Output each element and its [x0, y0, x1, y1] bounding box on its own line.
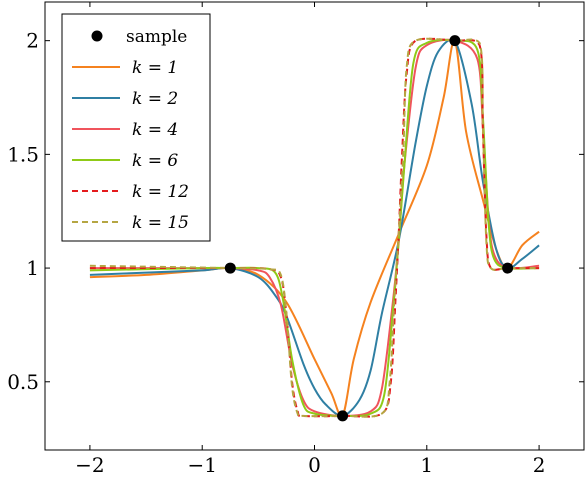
- plot-frame: [44, 1, 585, 451]
- series-line-4: [89, 37, 540, 418]
- sample-point: [337, 410, 349, 422]
- legend-label: sample: [126, 27, 187, 47]
- tick-labels: −2 −1 0 1 2 0.5 1 1.5 2: [7, 29, 545, 477]
- series-line-1: [89, 38, 540, 417]
- sample-point: [502, 262, 514, 274]
- x-tick-label: −1: [187, 453, 216, 477]
- y-tick-label: 0.5: [7, 370, 39, 394]
- x-tick-label: 2: [533, 453, 546, 477]
- sample-points: [224, 35, 514, 422]
- legend-label: k = 15: [132, 213, 189, 233]
- legend-marker: [91, 30, 103, 42]
- legend-label: k = 1: [132, 58, 178, 78]
- series-line-5: [89, 37, 540, 418]
- legend-box: [61, 13, 211, 242]
- y-tick-label: 2: [26, 29, 39, 53]
- y-tick-label: 1.5: [7, 142, 39, 166]
- x-tick-label: 1: [420, 453, 433, 477]
- sample-point: [224, 262, 236, 274]
- axis-ticks: [45, 2, 584, 450]
- sample-point: [449, 35, 461, 47]
- series-lines: [89, 37, 540, 418]
- x-tick-label: −2: [75, 453, 104, 477]
- y-tick-label: 1: [26, 256, 39, 280]
- legend-label: k = 12: [132, 182, 189, 202]
- x-tick-label: 0: [308, 453, 321, 477]
- legend-label: k = 6: [132, 151, 178, 171]
- legend-label: k = 4: [132, 120, 178, 140]
- legend-entries: sample k = 1 k = 2 k = 4 k = 6 k = 12 k = 15: [72, 27, 189, 233]
- legend-label: k = 2: [132, 89, 178, 109]
- legend: sample k = 1 k = 2 k = 4 k = 6 k = 12 k = 15: [61, 13, 211, 242]
